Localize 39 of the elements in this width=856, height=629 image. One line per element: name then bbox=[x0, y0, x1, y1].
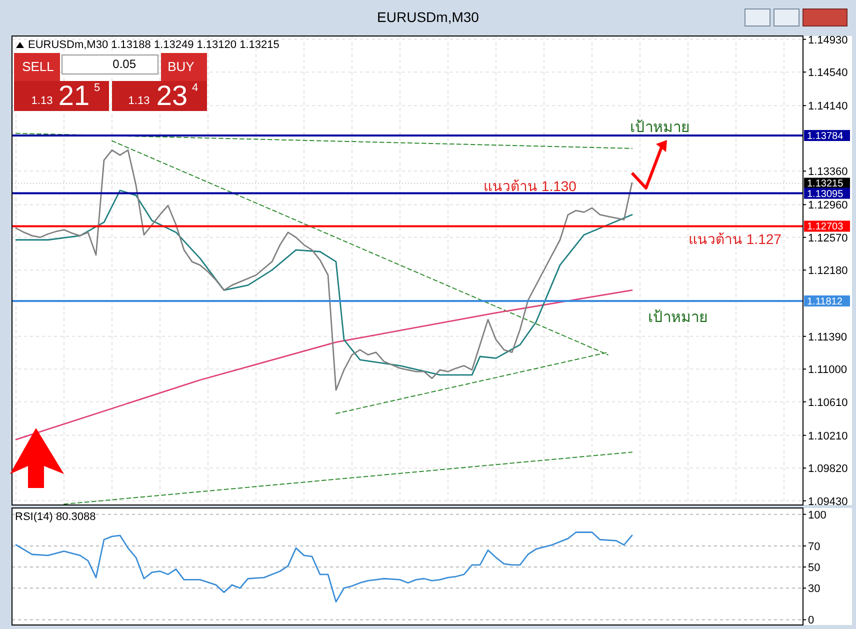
y-tick-label: 1.09820 bbox=[808, 463, 848, 476]
y-tick-label: 1.14930 bbox=[808, 34, 848, 46]
annotation: เป้าหมาย bbox=[630, 119, 690, 136]
annotation: 1.13 bbox=[128, 95, 150, 107]
ref-line-label: 1.13784 bbox=[807, 131, 844, 142]
ref-line-label: 1.13095 bbox=[807, 188, 844, 200]
chart-subtitle: EURUSDm,M30 1.13188 1.13249 1.13120 1.13215 bbox=[28, 39, 280, 51]
y-tick-label: 1.11390 bbox=[808, 331, 847, 344]
y-tick-label: 1.13360 bbox=[808, 166, 848, 178]
y-tick-label: 1.12570 bbox=[808, 232, 848, 244]
ref-line-label: 1.11812 bbox=[807, 296, 843, 308]
chart-title: EURUSDm,M30 bbox=[377, 9, 480, 25]
text: เป้าหมาย bbox=[648, 309, 708, 326]
y-tick-label: 1.12180 bbox=[808, 265, 848, 278]
annotation: แนวต้าน 1.130 bbox=[484, 178, 577, 194]
y-tick-label: 1.12960 bbox=[808, 200, 848, 212]
y-tick-label: 70 bbox=[808, 540, 820, 553]
y-tick-label: 0 bbox=[808, 614, 814, 627]
annotation: 21 bbox=[58, 80, 90, 111]
annotation: 23 bbox=[156, 80, 188, 111]
y-tick-label: 30 bbox=[808, 583, 820, 596]
y-tick-label: 1.14140 bbox=[808, 100, 848, 113]
annotation: 4 bbox=[192, 82, 198, 94]
y-tick-label: 1.09430 bbox=[808, 496, 848, 508]
y-tick-label: 1.11000 bbox=[808, 364, 847, 376]
y-tick-label: 1.14540 bbox=[808, 67, 848, 80]
ref-line-label: 1.12703 bbox=[807, 222, 844, 233]
annotation: BUY bbox=[168, 59, 195, 74]
y-tick-label: 1.10210 bbox=[808, 430, 848, 442]
annotation: 0.05 bbox=[112, 57, 136, 71]
annotation: 1.13 bbox=[31, 95, 53, 107]
y-tick-label: 50 bbox=[808, 562, 820, 574]
y-tick-label: 1.10610 bbox=[808, 396, 848, 409]
text: แนวต้าน 1.127 bbox=[688, 231, 782, 247]
ref-line-label: 1.13215 bbox=[807, 178, 844, 190]
annotation: 5 bbox=[94, 82, 100, 94]
annotation: SELL bbox=[22, 59, 54, 74]
y-tick-label: 100 bbox=[808, 509, 826, 522]
chart-title: RSI(14) 80.3088 bbox=[15, 511, 96, 523]
